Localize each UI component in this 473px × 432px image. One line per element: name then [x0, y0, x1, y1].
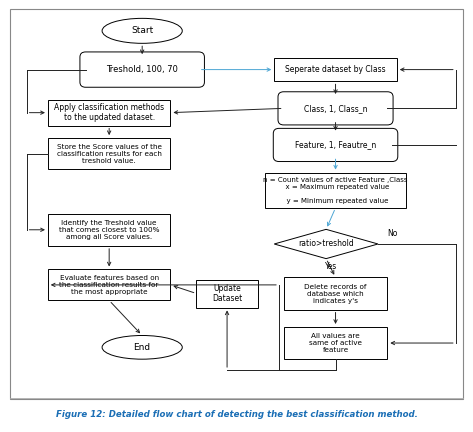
FancyBboxPatch shape — [80, 52, 204, 87]
Polygon shape — [274, 229, 378, 259]
FancyBboxPatch shape — [196, 280, 258, 308]
Text: Yes: Yes — [324, 262, 337, 271]
Ellipse shape — [102, 336, 182, 359]
Text: Seperate dataset by Class: Seperate dataset by Class — [285, 65, 386, 74]
Ellipse shape — [102, 18, 182, 43]
Text: Class, 1, Class_n: Class, 1, Class_n — [304, 104, 368, 113]
FancyBboxPatch shape — [48, 138, 170, 169]
Text: Figure 12: Detailed flow chart of detecting the best classification method.: Figure 12: Detailed flow chart of detect… — [55, 410, 418, 419]
Text: Treshold, 100, 70: Treshold, 100, 70 — [106, 65, 178, 74]
FancyBboxPatch shape — [265, 172, 406, 208]
FancyBboxPatch shape — [284, 277, 387, 310]
FancyBboxPatch shape — [274, 58, 397, 82]
Text: No: No — [387, 229, 398, 238]
FancyBboxPatch shape — [284, 327, 387, 359]
Text: Update
Dataset: Update Dataset — [212, 284, 242, 303]
Text: Apply classification methods
to the updated dataset.: Apply classification methods to the upda… — [54, 103, 164, 122]
Text: Evaluate features based on
the classification results for
the most appropriate: Evaluate features based on the classific… — [60, 275, 159, 295]
FancyBboxPatch shape — [278, 92, 393, 125]
FancyBboxPatch shape — [48, 100, 170, 126]
FancyBboxPatch shape — [48, 214, 170, 246]
Text: Feature, 1, Feautre_n: Feature, 1, Feautre_n — [295, 140, 376, 149]
Text: Delete records of
database which
indicates y's: Delete records of database which indicat… — [304, 283, 367, 304]
Text: ratio>treshold: ratio>treshold — [298, 239, 354, 248]
Text: Start: Start — [131, 26, 153, 35]
Text: Identify the Treshold value
that comes closest to 100%
among all Score values.: Identify the Treshold value that comes c… — [59, 220, 159, 240]
Text: Store the Score values of the
classification results for each
treshold value.: Store the Score values of the classifica… — [57, 143, 162, 164]
Text: End: End — [133, 343, 151, 352]
FancyBboxPatch shape — [48, 270, 170, 300]
FancyBboxPatch shape — [273, 128, 398, 162]
Text: n = Count values of active Feature ,Class
  x = Maximum repeated value

  y = Mi: n = Count values of active Feature ,Clas… — [263, 177, 408, 203]
FancyBboxPatch shape — [10, 10, 463, 399]
Text: All values are
same of active
feature: All values are same of active feature — [309, 333, 362, 353]
